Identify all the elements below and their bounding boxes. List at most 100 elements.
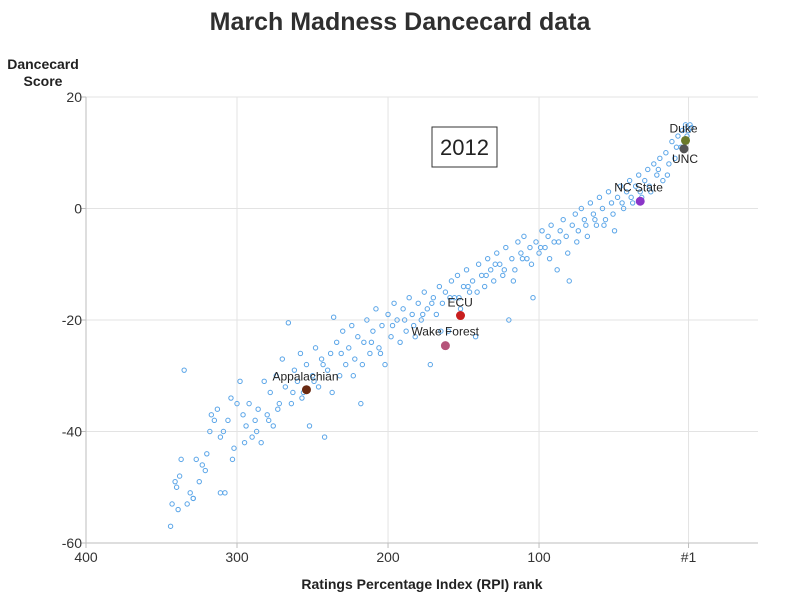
data-point bbox=[675, 133, 681, 139]
data-point bbox=[253, 428, 260, 435]
data-point bbox=[611, 228, 618, 234]
data-point bbox=[243, 423, 249, 429]
data-point bbox=[427, 361, 434, 368]
data-point bbox=[620, 205, 627, 212]
data-point bbox=[275, 406, 281, 412]
data-point bbox=[636, 172, 642, 178]
data-point bbox=[509, 255, 515, 262]
data-point bbox=[629, 200, 636, 206]
data-point bbox=[469, 278, 476, 284]
data-point bbox=[519, 255, 526, 262]
year-box bbox=[431, 126, 498, 168]
data-point bbox=[267, 389, 273, 396]
data-point bbox=[664, 172, 671, 178]
data-point bbox=[379, 322, 385, 329]
highlighted-teams: Duke UNC NC State ECU Wake Forest Appalachian bbox=[272, 121, 698, 395]
data-point bbox=[270, 423, 276, 429]
data-point bbox=[330, 314, 337, 320]
data-point bbox=[385, 311, 391, 318]
grid-lines bbox=[85, 96, 758, 544]
highlight-label: UNC bbox=[672, 152, 698, 166]
y-axis-label-line-1: Dancecard bbox=[7, 56, 79, 72]
data-point bbox=[429, 300, 435, 306]
data-point bbox=[628, 194, 634, 201]
data-point bbox=[315, 384, 322, 390]
data-point bbox=[554, 267, 560, 273]
x-tick-label: 200 bbox=[376, 549, 400, 565]
data-point bbox=[420, 311, 426, 318]
data-point bbox=[574, 239, 580, 245]
data-point bbox=[506, 317, 512, 323]
data-point bbox=[318, 356, 325, 362]
data-point bbox=[273, 373, 279, 379]
data-point bbox=[338, 350, 344, 357]
data-point bbox=[320, 361, 326, 368]
data-point bbox=[442, 289, 449, 295]
data-point bbox=[276, 400, 282, 407]
data-point bbox=[445, 328, 452, 334]
data-point bbox=[207, 428, 213, 435]
data-point bbox=[412, 334, 418, 340]
data-point bbox=[515, 239, 521, 245]
data-point bbox=[439, 300, 446, 306]
data-point bbox=[409, 311, 415, 318]
data-point bbox=[297, 350, 304, 357]
data-point bbox=[592, 216, 598, 223]
data-point bbox=[474, 289, 480, 295]
data-point bbox=[673, 144, 680, 150]
data-point bbox=[460, 283, 467, 290]
data-point bbox=[190, 495, 196, 502]
data-point bbox=[249, 434, 255, 440]
highlight-point bbox=[440, 341, 450, 351]
data-point bbox=[211, 417, 218, 424]
data-point bbox=[527, 244, 533, 251]
data-point bbox=[488, 267, 494, 273]
data-point bbox=[447, 295, 453, 301]
data-point bbox=[501, 267, 508, 273]
data-point bbox=[463, 267, 470, 273]
data-point bbox=[176, 473, 183, 479]
data-point bbox=[306, 423, 313, 429]
data-point bbox=[642, 177, 648, 184]
data-point bbox=[491, 278, 497, 284]
highlight-point bbox=[456, 311, 466, 321]
data-point bbox=[537, 244, 544, 251]
data-point bbox=[563, 233, 569, 240]
data-point bbox=[484, 255, 491, 262]
data-point bbox=[565, 250, 571, 256]
data-point bbox=[483, 272, 489, 279]
highlight-label: Duke bbox=[670, 121, 698, 135]
data-point bbox=[651, 161, 657, 167]
data-point bbox=[601, 222, 607, 228]
data-point bbox=[175, 506, 181, 513]
data-point bbox=[397, 339, 403, 345]
data-point bbox=[343, 361, 349, 368]
y-tick-label: 0 bbox=[74, 201, 82, 217]
data-point bbox=[240, 412, 246, 418]
team-points bbox=[167, 122, 695, 529]
data-point bbox=[617, 183, 624, 189]
data-point bbox=[578, 205, 585, 212]
data-point bbox=[438, 328, 444, 334]
data-point bbox=[584, 233, 591, 240]
data-point bbox=[566, 278, 572, 284]
data-point bbox=[456, 295, 462, 301]
data-point bbox=[645, 166, 651, 173]
highlight-label: NC State bbox=[614, 180, 663, 194]
data-point bbox=[394, 317, 400, 323]
data-point bbox=[346, 345, 352, 351]
data-point bbox=[303, 361, 310, 368]
data-point bbox=[336, 373, 343, 379]
highlight-point bbox=[301, 385, 311, 395]
data-point bbox=[424, 306, 430, 312]
highlight-label: Appalachian bbox=[272, 370, 338, 384]
data-point bbox=[557, 228, 563, 234]
data-point bbox=[657, 155, 663, 162]
data-point bbox=[536, 250, 542, 256]
data-point bbox=[361, 339, 367, 345]
data-point bbox=[288, 400, 295, 407]
data-point bbox=[548, 222, 554, 228]
year-label: 2012 bbox=[440, 135, 489, 160]
data-point bbox=[610, 211, 616, 217]
data-point bbox=[231, 445, 237, 451]
